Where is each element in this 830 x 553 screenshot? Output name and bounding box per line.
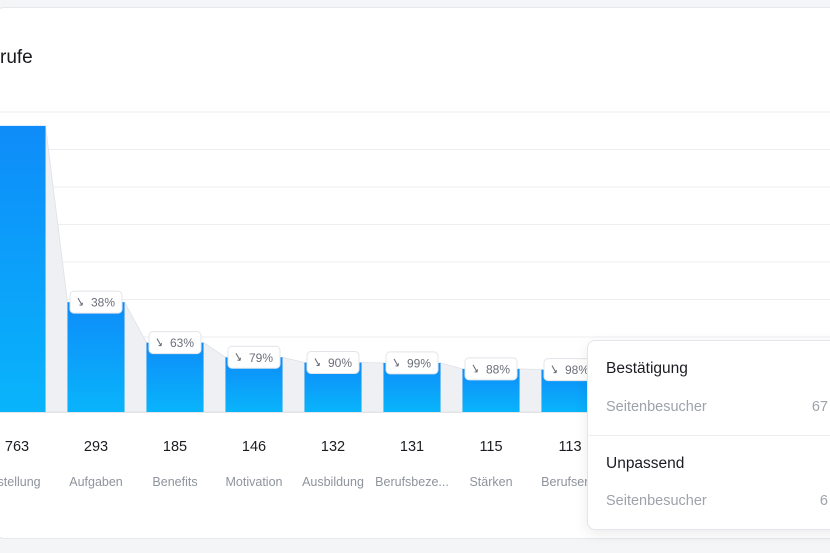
category-label: Motivation [226, 475, 283, 489]
bar-value-label: 131 [400, 439, 424, 455]
conversion-badge-bg [227, 345, 281, 369]
conversion-badge-bg [69, 290, 123, 314]
tooltip-section-title: Bestätigung [606, 360, 688, 377]
arrow-down-right-icon [393, 358, 400, 367]
conversion-rate-label: 99% [407, 356, 431, 370]
conversion-badge: 90% [306, 351, 360, 374]
tooltip-metric-value: 67 [811, 399, 828, 415]
conversion-badge-bg [306, 351, 360, 374]
conversion-rate-label: 63% [170, 336, 194, 350]
conversion-badge: 98% [543, 358, 597, 382]
chart-title: rufe [0, 47, 33, 68]
tooltip-divider [588, 435, 830, 436]
arrow-down-right-icon [472, 364, 479, 373]
conversion-badge: 79% [227, 345, 281, 369]
conversion-rate-label: 79% [249, 351, 273, 365]
funnel-connector [45, 125, 68, 413]
category-label: Benefits [152, 475, 197, 489]
category-label: Berufserfa [541, 475, 599, 489]
tooltip-section-title: Unpassend [606, 455, 685, 472]
bar-value-label: 293 [84, 439, 108, 455]
conversion-badge-bg [464, 357, 518, 381]
conversion-rate-label: 88% [486, 362, 510, 376]
arrow-down-right-icon [314, 358, 321, 367]
bar-value-label: 146 [242, 439, 266, 455]
funnel-connector [124, 301, 147, 413]
tooltip-metric-label: Seitenbesucher [606, 493, 707, 509]
tooltip-metric-value: 6 [819, 493, 828, 509]
conversion-badge: 88% [464, 357, 518, 381]
bar [0, 125, 46, 412]
conversion-badge-bg [148, 331, 202, 355]
conversion-badge: 99% [385, 351, 439, 375]
funnel-connector [519, 368, 542, 413]
funnel-connector [440, 362, 463, 413]
bar [146, 342, 204, 412]
conversion-rate-label: 98% [565, 363, 589, 377]
bar [67, 302, 125, 412]
funnel-connector [361, 362, 384, 413]
conversion-badge-bg [385, 351, 439, 375]
category-label: Ausbildung [302, 475, 364, 489]
conversion-badge: 63% [148, 331, 202, 355]
bar-value-label: 763 [5, 439, 29, 455]
bar-value-label: 185 [163, 439, 187, 455]
arrow-down-right-icon [551, 365, 558, 374]
arrow-down-right-icon [77, 297, 84, 306]
funnel-connector [203, 341, 226, 413]
category-label: rstellung [0, 475, 41, 489]
category-label: Stärken [469, 475, 512, 489]
tooltip-metric-label: Seitenbesucher [606, 399, 707, 415]
arrow-down-right-icon [156, 338, 163, 347]
conversion-rate-label: 90% [328, 356, 352, 370]
category-label: Aufgaben [69, 475, 123, 489]
conversion-badge: 38% [69, 290, 123, 314]
bar-value-label: 115 [479, 439, 502, 455]
category-label: Berufsbeze... [375, 475, 449, 489]
arrow-down-right-icon [235, 352, 242, 361]
bar-value-label: 132 [321, 439, 345, 455]
conversion-rate-label: 38% [91, 296, 115, 310]
funnel-connector [282, 356, 305, 413]
bar-value-label: 113 [558, 439, 581, 455]
tooltip-popup: Bestätigung Seitenbesucher 67 Unpassend … [587, 340, 830, 530]
